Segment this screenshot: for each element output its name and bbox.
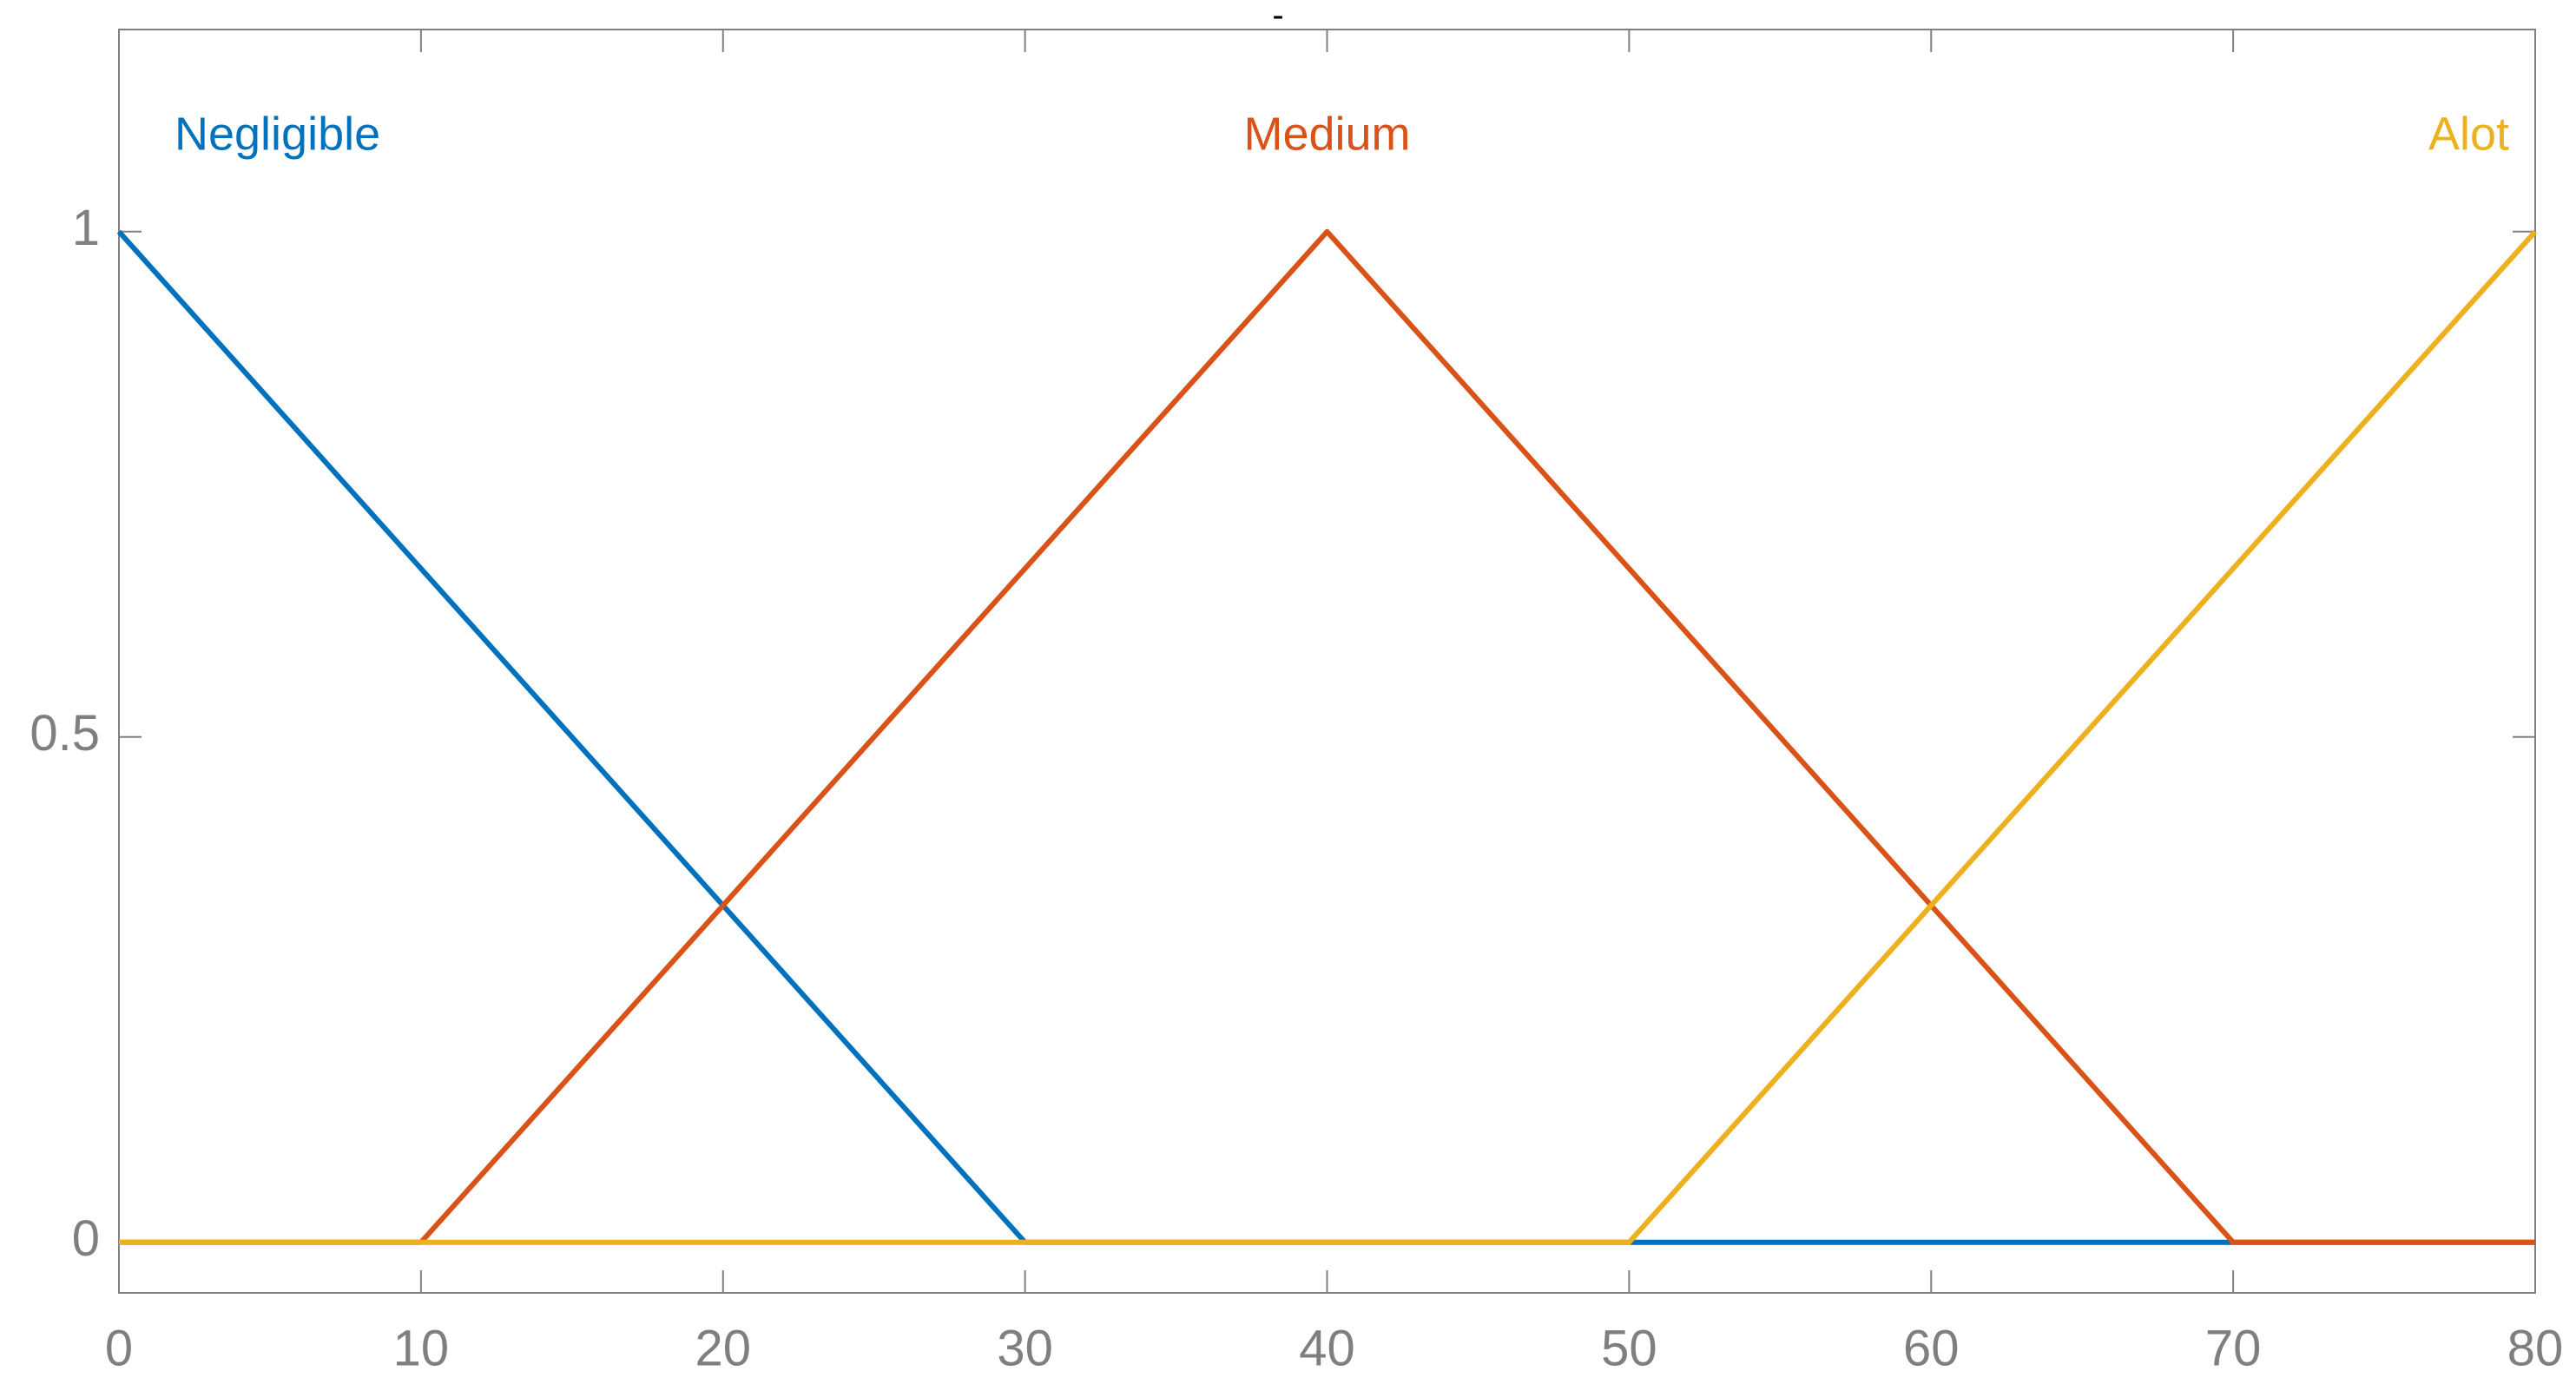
x-tick-label: 80 xyxy=(2507,1320,2564,1376)
series-line xyxy=(119,229,2538,1245)
series-line xyxy=(119,228,2535,1245)
x-tick-label: 40 xyxy=(1299,1320,1355,1376)
x-tick-label: 60 xyxy=(1903,1320,1960,1376)
chart-title: - xyxy=(1272,0,1283,35)
x-tick-label: 30 xyxy=(997,1320,1053,1376)
x-tick-label: 10 xyxy=(393,1320,450,1376)
y-tick-label: 0 xyxy=(72,1210,100,1267)
series-line xyxy=(116,229,2535,1245)
legend-label: Negligible xyxy=(175,108,380,160)
y-tick-label: 1 xyxy=(72,200,100,256)
plot-frame xyxy=(118,29,2536,1294)
x-tick-label: 20 xyxy=(695,1320,751,1376)
x-tick-label: 70 xyxy=(2205,1320,2262,1376)
x-tick-label: 50 xyxy=(1601,1320,1657,1376)
x-tick-label: 0 xyxy=(105,1320,133,1376)
legend-label: Medium xyxy=(1243,108,1410,160)
y-tick-label: 0.5 xyxy=(30,705,100,761)
legend-label: Alot xyxy=(2428,108,2509,160)
